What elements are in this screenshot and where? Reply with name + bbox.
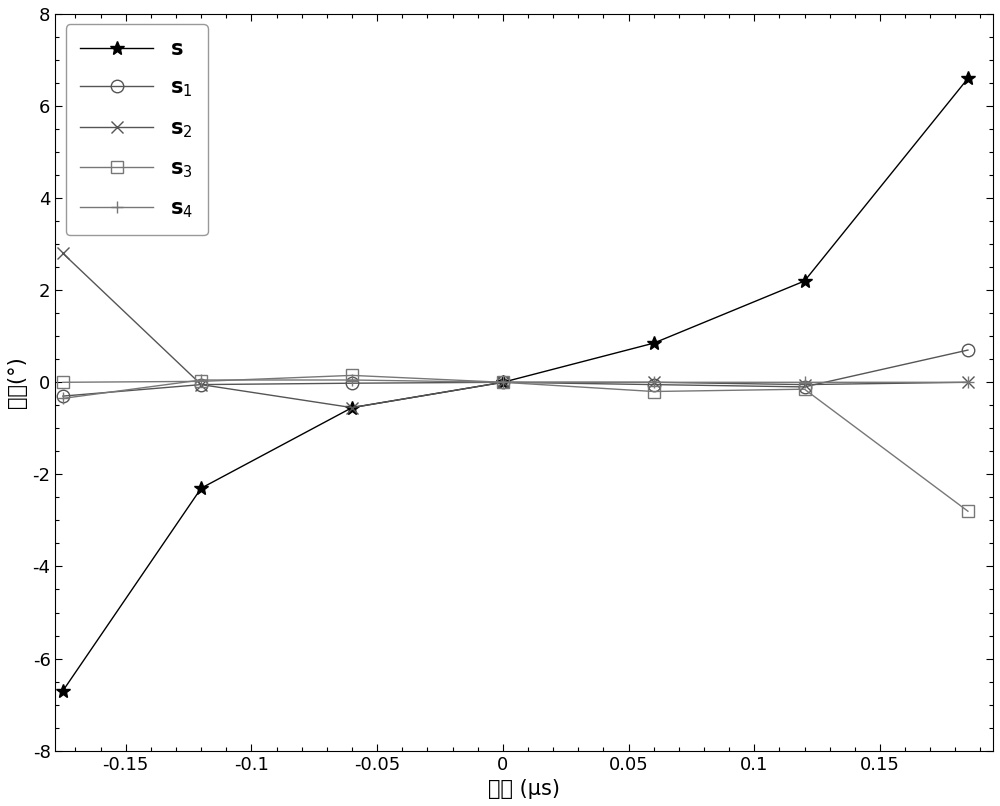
X-axis label: 延时 (μs): 延时 (μs)	[488, 779, 560, 799]
Y-axis label: 相位(°): 相位(°)	[7, 356, 27, 408]
Legend: $\mathbf{s}$, $\mathbf{s}_1$, $\mathbf{s}_2$, $\mathbf{s}_3$, $\mathbf{s}_4$: $\mathbf{s}$, $\mathbf{s}_1$, $\mathbf{s…	[66, 24, 208, 235]
